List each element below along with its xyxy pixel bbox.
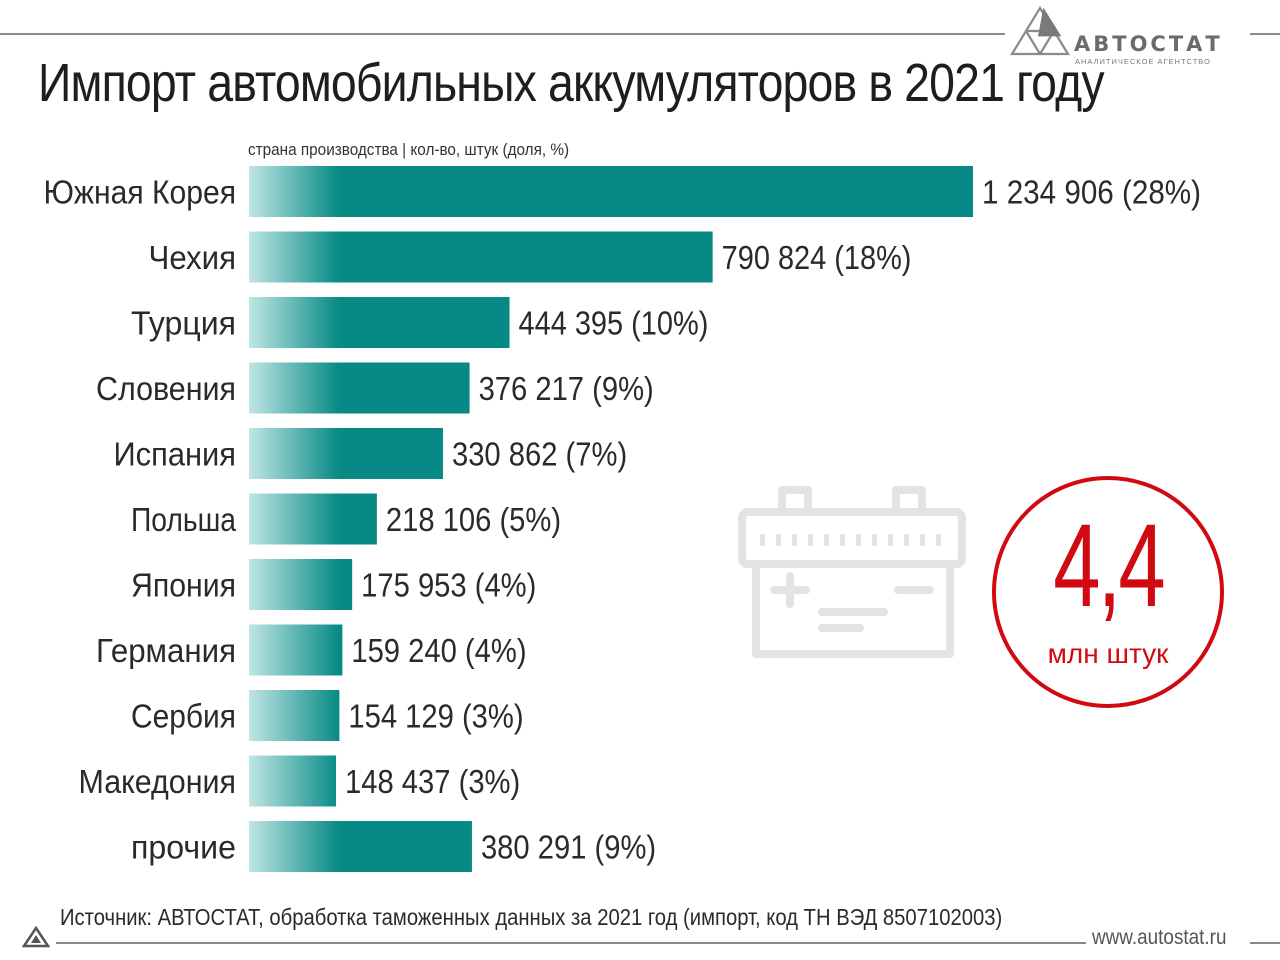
value-label: 148 437 (3%) <box>345 763 520 800</box>
bar <box>249 362 470 414</box>
source-note: Источник: АВТОСТАТ, обработка таможенных… <box>60 904 1003 930</box>
bar <box>249 231 713 283</box>
bottom-rule <box>56 942 1086 944</box>
category-label: Испания <box>114 436 237 473</box>
category-label: Сербия <box>131 698 236 735</box>
value-label: 380 291 (9%) <box>481 829 656 866</box>
top-rule-right <box>1250 33 1280 35</box>
bar <box>249 166 973 217</box>
category-label: Южная Корея <box>44 174 237 211</box>
total-value: 4,4 <box>1053 500 1165 632</box>
value-label: 154 129 (3%) <box>348 698 523 735</box>
value-label: 159 240 (4%) <box>351 632 526 669</box>
category-label: прочие <box>131 829 236 866</box>
brand-tagline: АНАЛИТИЧЕСКОЕ АГЕНТСТВО <box>1075 57 1211 66</box>
category-label: Германия <box>96 632 236 669</box>
page-title: Импорт автомобильных аккумуляторов в 202… <box>38 53 1105 113</box>
brand-name: АВТОСТАТ <box>1074 32 1223 56</box>
bar <box>249 297 510 348</box>
bar <box>249 428 443 479</box>
bottom-rule-right <box>1250 942 1280 944</box>
value-label: 175 953 (4%) <box>361 567 536 604</box>
autostat-logo-icon <box>1010 5 1070 56</box>
total-unit: млн штук <box>1047 638 1169 669</box>
value-label: 218 106 (5%) <box>386 501 561 538</box>
value-label: 330 862 (7%) <box>452 436 627 473</box>
bar <box>249 559 353 610</box>
total-badge: 4,4 млн штук <box>992 476 1224 708</box>
bar <box>249 690 340 741</box>
bar <box>249 493 377 545</box>
triangle-mark-icon <box>21 925 51 953</box>
battery-icon <box>730 482 970 677</box>
category-label: Македония <box>79 763 237 800</box>
bar <box>249 821 472 872</box>
bar <box>249 624 343 676</box>
category-label: Чехия <box>149 239 237 276</box>
category-label: Польша <box>131 501 237 538</box>
value-label: 444 395 (10%) <box>519 305 709 342</box>
category-label: Турция <box>131 305 236 342</box>
top-rule <box>0 33 1005 35</box>
site-url[interactable]: www.autostat.ru <box>1092 926 1227 949</box>
value-label: 790 824 (18%) <box>722 239 912 276</box>
category-label: Словения <box>96 370 236 407</box>
value-label: 1 234 906 (28%) <box>982 174 1201 211</box>
brand-logo[interactable]: АВТОСТАТ АНАЛИТИЧЕСКОЕ АГЕНТСТВО <box>1008 4 1253 66</box>
bar <box>249 755 337 807</box>
value-label: 376 217 (9%) <box>479 370 654 407</box>
bars-layer: Южная Корея 1 234 906 (28%) Чехия 790 824 (… <box>44 166 1201 872</box>
chart-subtitle: страна производства | кол-во, штук (доля… <box>248 140 570 159</box>
category-label: Япония <box>131 567 236 604</box>
